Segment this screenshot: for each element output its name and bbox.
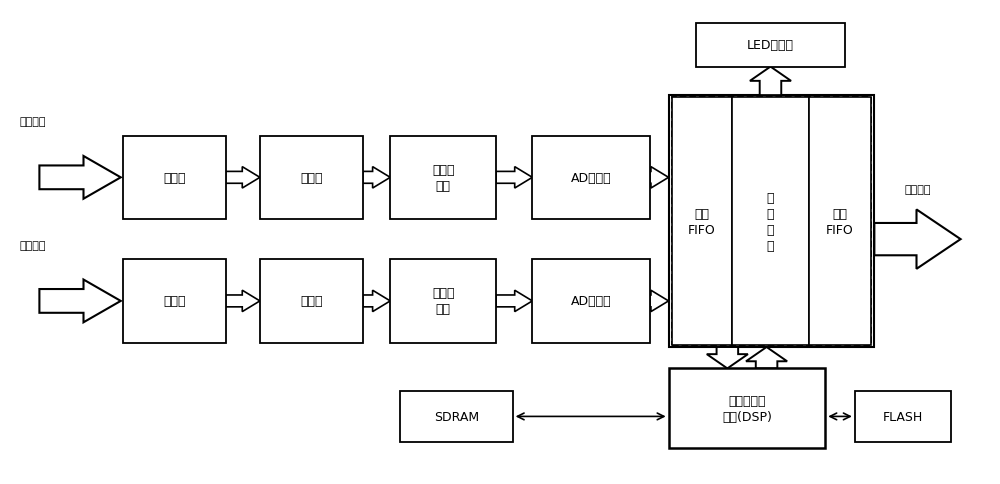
Polygon shape — [363, 290, 390, 312]
Text: 轨道信号: 轨道信号 — [20, 117, 46, 127]
Text: 传感器: 传感器 — [163, 171, 185, 184]
Text: 移频信号: 移频信号 — [904, 184, 931, 195]
Bar — [696, 24, 845, 67]
Text: AD转换器: AD转换器 — [571, 171, 611, 184]
Text: 工频陷
波器: 工频陷 波器 — [432, 164, 454, 193]
Bar — [260, 136, 363, 219]
Polygon shape — [650, 290, 669, 312]
Text: 传感器: 传感器 — [163, 295, 185, 308]
Bar — [390, 260, 496, 343]
Bar — [400, 391, 513, 442]
Text: 放大器: 放大器 — [300, 171, 323, 184]
Text: 工频陷
波器: 工频陷 波器 — [432, 287, 454, 316]
Text: 输出
FIFO: 输出 FIFO — [826, 207, 854, 236]
Polygon shape — [746, 348, 787, 369]
Text: 时
序
控
制: 时 序 控 制 — [767, 191, 774, 252]
Polygon shape — [39, 157, 121, 199]
Bar — [123, 136, 226, 219]
Text: FLASH: FLASH — [883, 410, 923, 423]
Bar — [532, 136, 650, 219]
Polygon shape — [650, 167, 669, 189]
Text: 轨道信号: 轨道信号 — [20, 241, 46, 251]
Text: AD转换器: AD转换器 — [571, 295, 611, 308]
Bar — [669, 369, 825, 448]
Polygon shape — [707, 348, 748, 369]
Polygon shape — [750, 67, 791, 96]
Polygon shape — [363, 167, 390, 189]
Bar — [260, 260, 363, 343]
Text: LED灯显示: LED灯显示 — [747, 39, 794, 52]
Text: 数字信号处
理器(DSP): 数字信号处 理器(DSP) — [722, 394, 772, 423]
Text: SDRAM: SDRAM — [434, 410, 479, 423]
Bar — [123, 260, 226, 343]
Bar — [732, 98, 809, 346]
Text: 放大器: 放大器 — [300, 295, 323, 308]
Bar — [809, 98, 871, 346]
Bar — [855, 391, 951, 442]
Polygon shape — [226, 290, 260, 312]
Polygon shape — [39, 280, 121, 323]
Polygon shape — [874, 210, 961, 269]
Bar — [672, 98, 871, 346]
Bar — [669, 96, 874, 348]
Bar — [532, 260, 650, 343]
Polygon shape — [226, 167, 260, 189]
Polygon shape — [496, 167, 532, 189]
Bar — [672, 98, 732, 346]
Polygon shape — [496, 290, 532, 312]
Bar — [390, 136, 496, 219]
Text: 输入
FIFO: 输入 FIFO — [688, 207, 716, 236]
